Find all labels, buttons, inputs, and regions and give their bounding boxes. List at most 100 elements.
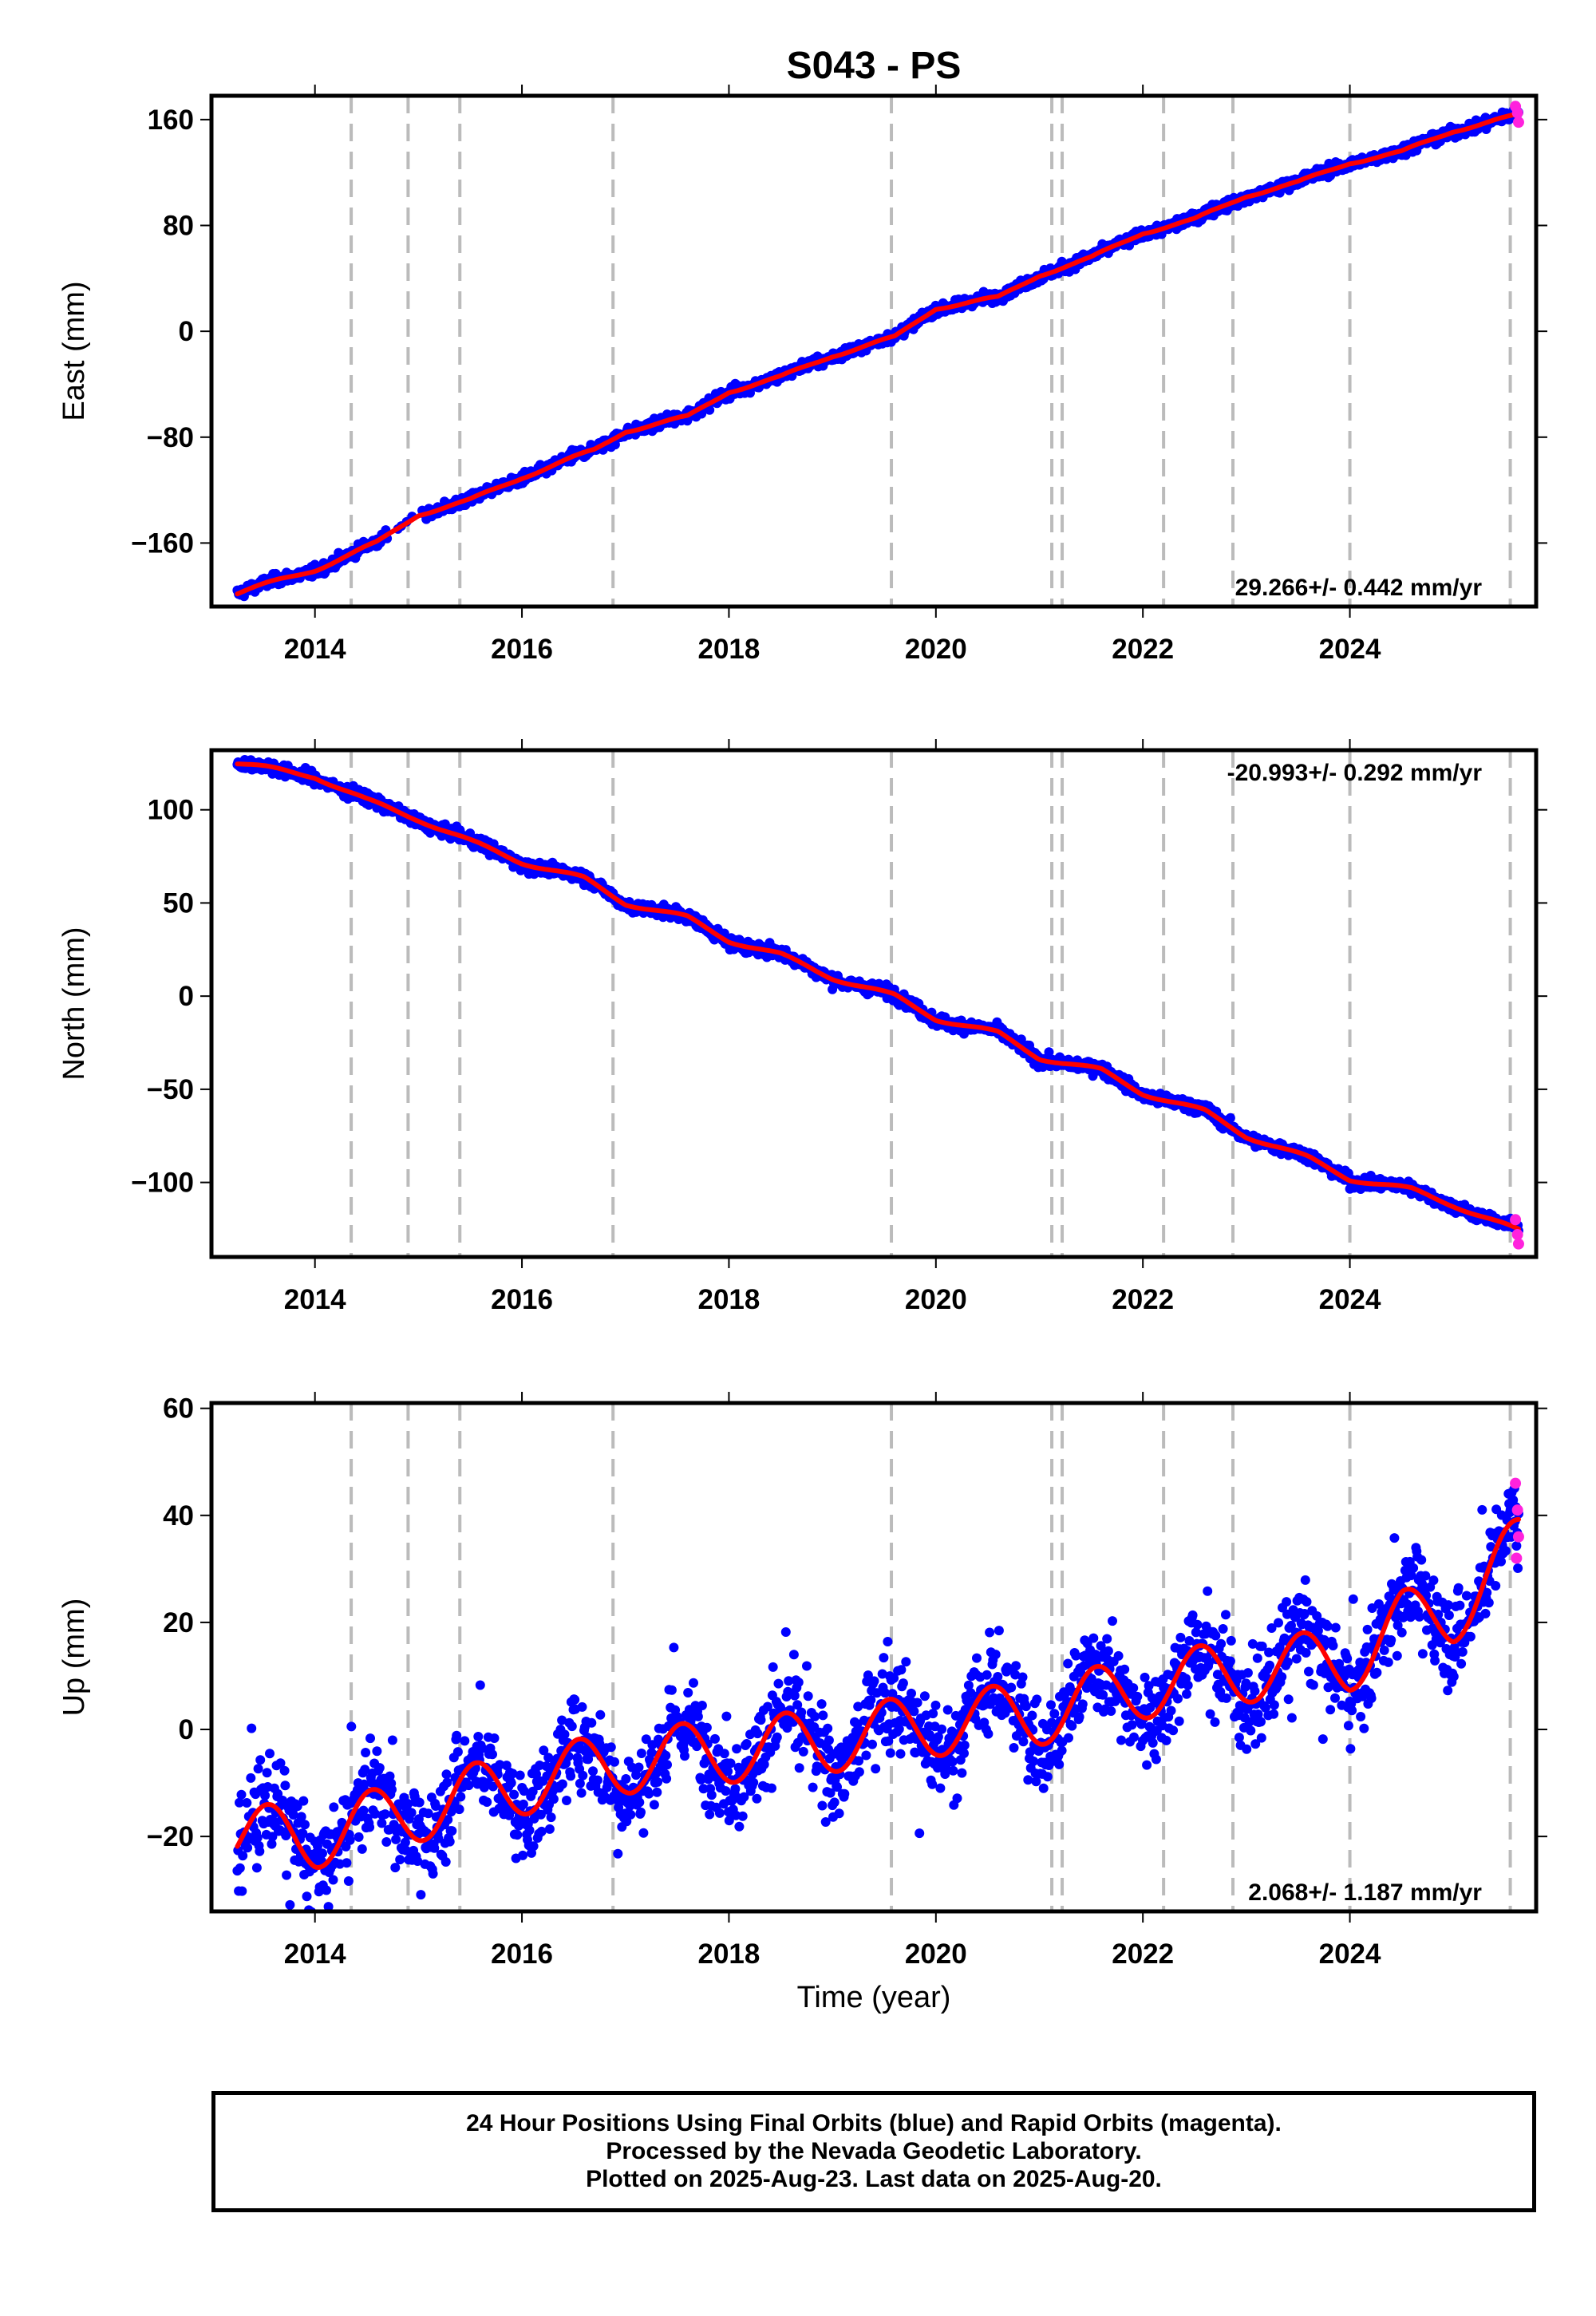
data-point (621, 1774, 631, 1784)
data-point (390, 1863, 401, 1873)
data-point (734, 1821, 745, 1832)
data-point (725, 1758, 736, 1769)
data-point (252, 1832, 263, 1843)
data-point (753, 1729, 763, 1739)
data-point (613, 1848, 623, 1859)
data-point (982, 1670, 992, 1680)
data-point (365, 1822, 375, 1832)
data-point (824, 1735, 834, 1745)
data-point (636, 1749, 646, 1758)
data-point (361, 1748, 371, 1757)
data-point (839, 1788, 850, 1799)
data-point (489, 1733, 500, 1743)
data-point (741, 1739, 752, 1749)
east-plot-frame (209, 93, 1539, 609)
data-point (780, 1627, 791, 1637)
data-point (990, 1650, 1001, 1660)
data-point (528, 1841, 539, 1852)
data-point (661, 1750, 671, 1761)
x-tick-label: 2020 (905, 1284, 967, 1315)
data-point (518, 1850, 528, 1860)
data-point (414, 1797, 425, 1808)
data-point (246, 1773, 256, 1783)
data-point (544, 1824, 555, 1834)
data-point (705, 1809, 715, 1820)
y-tick-label: −50 (147, 1074, 194, 1105)
data-point (823, 1723, 833, 1733)
data-point (894, 1724, 904, 1734)
data-point (721, 1711, 732, 1721)
east-y-axis-label: East (mm) (57, 281, 91, 421)
data-point (701, 1722, 712, 1733)
data-point (428, 1868, 438, 1879)
data-point (357, 1844, 367, 1854)
data-point (773, 1678, 784, 1689)
data-point (588, 1766, 598, 1777)
data-point (387, 1735, 397, 1745)
data-point (374, 1763, 385, 1773)
data-point (634, 1797, 645, 1808)
data-point (265, 1749, 275, 1759)
data-point (948, 1765, 958, 1776)
data-point (983, 1729, 994, 1739)
data-point (636, 1807, 646, 1817)
data-point (298, 1796, 309, 1806)
data-point (610, 1757, 619, 1767)
x-tick-label: 2014 (284, 1284, 346, 1315)
east-step-lines (350, 96, 1512, 607)
north-y-axis-label: North (mm) (57, 927, 91, 1080)
data-point (440, 1857, 451, 1867)
data-point (235, 1863, 245, 1873)
x-tick-label: 2018 (698, 634, 760, 665)
data-point (391, 1834, 401, 1844)
x-tick-label: 2024 (1319, 1284, 1381, 1315)
data-point (345, 1835, 355, 1845)
data-point (406, 1808, 417, 1818)
y-tick-label: −160 (131, 528, 194, 559)
data-point (255, 1846, 265, 1856)
data-point (577, 1701, 587, 1712)
data-point (566, 1771, 576, 1781)
data-point (714, 1808, 725, 1818)
data-point (447, 1826, 457, 1836)
data-point (456, 1792, 466, 1802)
data-point (793, 1678, 804, 1687)
x-tick-label: 2016 (491, 1284, 553, 1315)
y-tick-label: 100 (148, 795, 194, 826)
data-point (567, 1721, 577, 1732)
data-point (794, 1763, 804, 1773)
data-point (634, 1762, 644, 1773)
data-point (693, 1711, 703, 1721)
data-point (915, 1828, 925, 1839)
data-point (662, 1760, 672, 1770)
data-point (772, 1732, 782, 1742)
data-point (285, 1899, 295, 1910)
x-tick-label: 2016 (491, 634, 553, 665)
data-point (972, 1653, 982, 1663)
data-point (592, 1775, 602, 1785)
data-point (985, 1627, 995, 1638)
data-point (475, 1680, 485, 1690)
data-point (689, 1678, 698, 1688)
data-point (346, 1721, 357, 1732)
data-point (947, 1757, 958, 1767)
data-point (242, 1798, 252, 1808)
data-point (930, 1700, 941, 1710)
data-point (300, 1820, 310, 1830)
y-tick-label: −100 (131, 1168, 194, 1199)
data-point (576, 1788, 587, 1798)
data-point (749, 1777, 759, 1788)
data-point (912, 1697, 922, 1708)
y-tick-label: 0 (179, 981, 194, 1012)
data-point (562, 1796, 571, 1805)
data-point (719, 1749, 729, 1759)
rapid-point (1512, 117, 1524, 128)
data-point (473, 1732, 484, 1741)
data-point (255, 1755, 266, 1765)
data-point (506, 1778, 516, 1788)
data-point (706, 1790, 717, 1800)
rapid-point (1512, 1238, 1524, 1250)
